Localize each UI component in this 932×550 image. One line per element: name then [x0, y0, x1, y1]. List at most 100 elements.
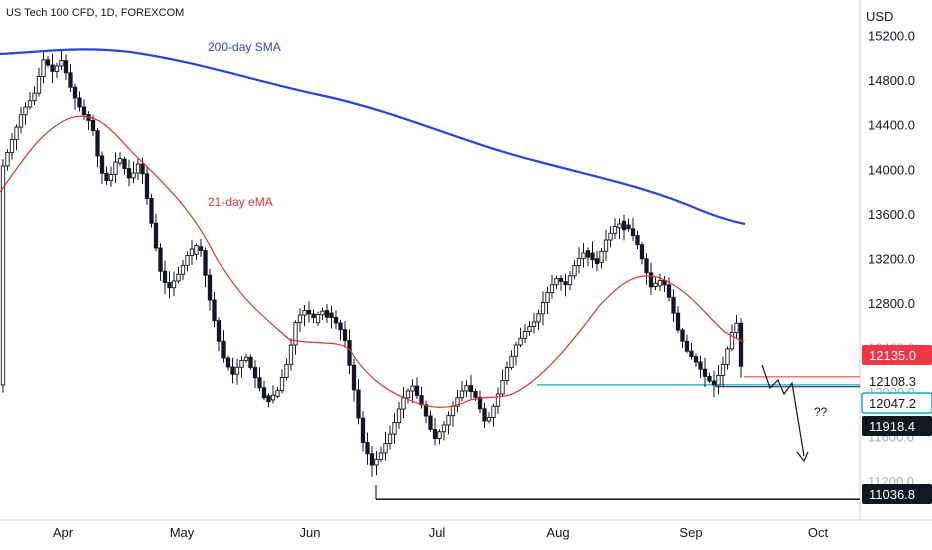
candle-body: [657, 279, 663, 287]
projection-path: [761, 364, 805, 457]
candle-body: [486, 417, 492, 422]
x-tick-label: Jul: [429, 525, 446, 540]
price-tag-label: 12108.3: [869, 374, 916, 389]
candle-body: [549, 284, 555, 293]
ema21-label: 21-day eMA: [208, 195, 273, 209]
price-tag-label: 11918.4: [869, 419, 915, 434]
candle-body: [333, 317, 339, 324]
x-tick-label: Aug: [546, 525, 569, 540]
candle-body: [297, 314, 303, 323]
candle-body: [509, 355, 514, 368]
candle-body: [504, 367, 510, 381]
candle-body: [540, 302, 546, 315]
candle-body: [77, 97, 82, 108]
x-tick-label: May: [170, 525, 195, 540]
candle-body: [248, 356, 253, 368]
price-tag-cyan: [861, 392, 932, 414]
candle-body: [0, 165, 6, 386]
candle-body: [594, 258, 600, 265]
candle-body: [545, 292, 550, 303]
price-tag-black: [862, 416, 932, 436]
candle-body: [720, 364, 726, 376]
candle-body: [198, 246, 204, 251]
candles: [0, 49, 744, 477]
candle-body: [63, 60, 69, 74]
candle-body: [626, 224, 631, 230]
sma200-line: [0, 48, 746, 226]
candle-body: [621, 220, 627, 231]
candle-body: [491, 405, 496, 418]
y-tick-label: 14400.0: [868, 118, 915, 133]
price-tag-label: 12047.2: [869, 396, 916, 411]
candle-body: [567, 275, 573, 286]
candle-body: [531, 321, 537, 327]
candle-body: [207, 274, 213, 301]
candle-body: [149, 198, 154, 224]
candle-body: [122, 158, 127, 169]
candle-body: [405, 390, 411, 399]
candle-body: [729, 332, 735, 350]
candle-body: [108, 174, 114, 182]
candle-body: [572, 265, 577, 277]
candle-body: [117, 158, 123, 164]
y-tick-label: 14800.0: [868, 73, 915, 88]
candle-body: [5, 152, 10, 167]
currency-label: USD: [866, 9, 893, 24]
y-tick-label: 13600.0: [868, 207, 915, 222]
candle-body: [194, 245, 199, 255]
candle-body: [14, 126, 19, 140]
candle-body: [648, 272, 654, 288]
candle-body: [500, 380, 505, 395]
candle-body: [90, 119, 96, 132]
candle-body: [392, 422, 397, 435]
candle-body: [563, 281, 568, 286]
y-tick-label: 15200.0: [868, 29, 915, 44]
candle-body: [410, 385, 415, 392]
candle-body: [342, 329, 348, 341]
candle-body: [68, 72, 73, 88]
candle-body: [347, 340, 352, 366]
candle-body: [446, 415, 451, 426]
candle-body: [288, 344, 294, 365]
candle-body: [360, 417, 366, 443]
price-tags: 12135.0 12108.3 12047.2 11918.4 11036.8: [861, 345, 932, 504]
candle-body: [306, 309, 312, 315]
candle-body: [36, 76, 42, 94]
candle-body: [320, 310, 325, 316]
candle-body: [693, 356, 699, 363]
candle-body: [522, 331, 528, 339]
candle-body: [468, 385, 474, 392]
candle-body: [302, 309, 307, 316]
candle-body: [239, 359, 244, 368]
candle-body: [189, 248, 195, 256]
candle-body: [432, 429, 438, 439]
candle-body: [99, 155, 105, 174]
y-tick-label: 13200.0: [868, 251, 915, 266]
candle-body: [50, 64, 55, 72]
candle-body: [59, 60, 64, 67]
candle-body: [666, 284, 672, 298]
candle-body: [423, 404, 429, 417]
candle-body: [725, 348, 730, 365]
candle-body: [230, 366, 235, 375]
x-tick-label: Jun: [300, 525, 321, 540]
candle-body: [162, 270, 168, 283]
candle-body: [414, 385, 420, 396]
candle-body: [419, 394, 424, 406]
candle-body: [590, 252, 595, 261]
candle-body: [356, 389, 361, 419]
candle-body: [18, 114, 24, 128]
chart-title: US Tech 100 CFD, 1D, FOREXCOM: [6, 7, 184, 19]
candle-body: [135, 163, 141, 174]
y-tick-label: 14000.0: [868, 162, 915, 177]
candle-body: [27, 100, 33, 108]
x-tick-label: Oct: [808, 525, 829, 540]
ema21-line: [0, 115, 745, 408]
candle-body: [54, 65, 60, 72]
candle-body: [653, 282, 658, 287]
candle-body: [428, 415, 433, 430]
candle-body: [707, 375, 712, 382]
candle-body: [45, 59, 51, 66]
